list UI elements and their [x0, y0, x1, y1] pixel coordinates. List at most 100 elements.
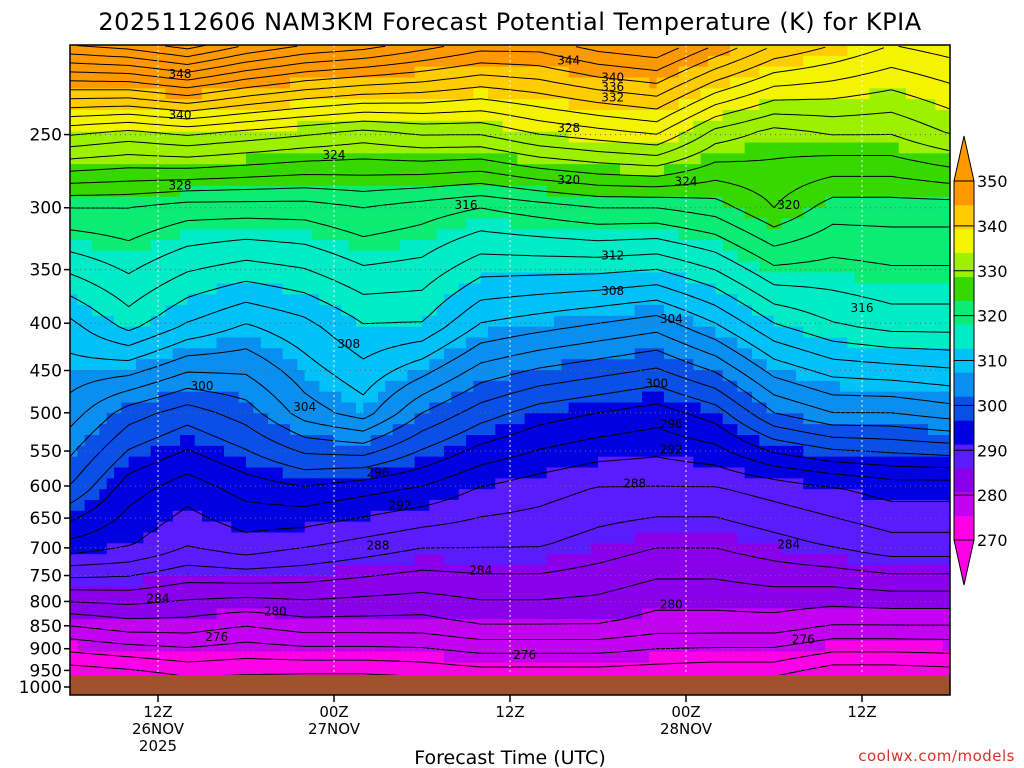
- contour-label: 312: [601, 249, 624, 263]
- contour-326: [70, 127, 950, 167]
- contour-label: 300: [191, 379, 214, 393]
- colorbar-tick-label: 270: [977, 531, 1008, 550]
- colorbar-swatch: [954, 324, 974, 349]
- colorbar-swatch: [954, 516, 974, 541]
- contour-label-text: 300: [191, 379, 214, 393]
- contour-350: [77, 45, 239, 58]
- contour-324: [70, 155, 950, 177]
- y-axis: 250 300 350 400 450 500 550 600 650 700 750 800 850 9…: [19, 126, 70, 698]
- contour-label-text: 300: [645, 377, 668, 391]
- colorbar-swatch: [954, 420, 974, 445]
- contour-label-text: 320: [777, 198, 800, 212]
- contour-label-text: 292: [389, 499, 412, 513]
- contour-label-text: 276: [792, 633, 815, 647]
- theta-fill-field: [70, 45, 950, 695]
- y-tick-label: 850: [30, 617, 62, 637]
- y-tick-label: 400: [30, 314, 62, 334]
- contour-300: [70, 349, 950, 458]
- contour-318: [70, 195, 950, 247]
- y-tick-label: 300: [30, 199, 62, 219]
- contour-label: 292: [389, 499, 412, 513]
- contour-label-text: 324: [323, 148, 346, 162]
- x-tick-label: 27NOV: [308, 720, 361, 738]
- contour-316: [70, 207, 950, 266]
- contour-306: [70, 299, 950, 396]
- y-tick-label: 250: [30, 126, 62, 146]
- contour-label-text: 304: [293, 400, 316, 414]
- x-tick-label: 26NOV: [132, 720, 185, 738]
- contour-label: 304: [293, 400, 316, 414]
- contour-282: [70, 578, 950, 605]
- colorbar-tick-label: 330: [977, 262, 1008, 281]
- contour-label: 288: [367, 539, 390, 553]
- ground-surface: [70, 675, 950, 695]
- colorbar-tick-label: 320: [977, 307, 1008, 326]
- ground-bar: [70, 675, 950, 695]
- colorbar-swatch: [954, 372, 974, 397]
- contour-312: [70, 253, 950, 333]
- contour-label: 280: [660, 597, 683, 611]
- contour-label-text: 316: [455, 198, 478, 212]
- contour-label: 296: [367, 465, 390, 479]
- contour-label: 328: [169, 179, 192, 193]
- x-axis-title: Forecast Time (UTC): [414, 747, 605, 768]
- contour-330: [70, 89, 950, 146]
- contour-280: [70, 605, 950, 625]
- contour-278: [70, 624, 950, 640]
- colorbar-swatch: [954, 444, 974, 469]
- contour-label: 316: [455, 198, 478, 212]
- colorbar-swatch: [954, 228, 974, 254]
- contour-334: [70, 45, 950, 123]
- contour-label-text: 276: [205, 630, 228, 644]
- contour-label: 344: [557, 54, 580, 68]
- contour-286: [70, 516, 950, 579]
- contour-label: 328: [557, 121, 580, 135]
- contour-276: [70, 638, 950, 654]
- contour-label: 296: [660, 417, 683, 431]
- contour-label: 276: [205, 630, 228, 644]
- contour-344: [70, 45, 679, 81]
- y-tick-label: 550: [30, 442, 62, 462]
- colorbar-swatch: [954, 276, 974, 301]
- x-tick-label: 00Z: [319, 703, 348, 721]
- contour-label: 276: [513, 648, 536, 662]
- contour-label-text: 280: [264, 604, 287, 618]
- contour-label: 284: [777, 537, 800, 551]
- colorbar-tick-label: 300: [977, 396, 1008, 415]
- contour-308: [70, 284, 950, 369]
- contour-label: 340: [601, 71, 624, 85]
- contour-314: [70, 230, 950, 305]
- contour-label: 284: [469, 564, 492, 578]
- contour-label-text: 344: [557, 54, 580, 68]
- colorbar-swatch: [954, 204, 974, 230]
- contour-label: 280: [264, 604, 287, 618]
- grid-lines: [70, 45, 950, 695]
- contour-290: [70, 456, 950, 555]
- contour-label: 308: [337, 337, 360, 351]
- credit-link[interactable]: coolwx.com/models: [858, 747, 1015, 765]
- colorbar-tick-label: 340: [977, 217, 1008, 236]
- contour-label: 332: [601, 91, 624, 105]
- contour-label: 288: [623, 476, 646, 490]
- contour-label: 320: [777, 198, 800, 212]
- contour-label-text: 340: [601, 71, 624, 85]
- contour-label-text: 288: [623, 476, 646, 490]
- colorbar-extend-high: [953, 135, 975, 182]
- contour-292: [70, 426, 950, 540]
- contour-336: [70, 46, 826, 112]
- contour-label-text: 304: [660, 312, 683, 326]
- contour-label: 316: [851, 301, 874, 315]
- contour-label-text: 308: [601, 284, 624, 298]
- colorbar-swatch: [954, 396, 974, 421]
- colorbar-tick-label: 350: [977, 172, 1008, 191]
- contour-label: 300: [645, 377, 668, 391]
- contour-342: [70, 47, 709, 89]
- colorbar-swatch: [954, 300, 974, 325]
- colorbar-swatch: [954, 181, 974, 206]
- contour-348: [70, 45, 298, 65]
- contour-274: [70, 651, 950, 668]
- y-tick-label: 900: [30, 640, 62, 660]
- contour-332: [70, 66, 950, 135]
